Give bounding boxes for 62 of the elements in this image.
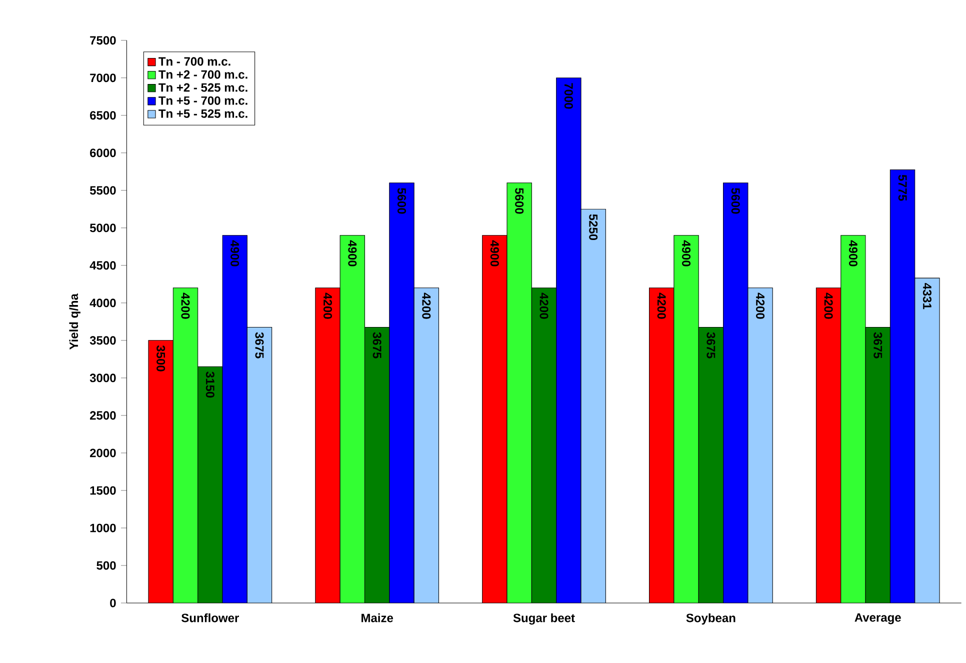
data-label: 3675 bbox=[874, 332, 882, 358]
data-label: 4200 bbox=[181, 292, 190, 319]
bar bbox=[723, 182, 748, 603]
bar bbox=[389, 182, 414, 603]
data-label: 4900 bbox=[490, 240, 499, 266]
data-label: 3150 bbox=[206, 372, 214, 398]
y-tick-label: 6000 bbox=[90, 148, 116, 158]
bar bbox=[364, 327, 390, 603]
data-label: 3500 bbox=[156, 345, 166, 372]
data-label: 4900 bbox=[848, 240, 858, 266]
legend-label: Tn +2 - 525 m.c. bbox=[158, 83, 248, 92]
data-label: 4200 bbox=[657, 292, 666, 319]
data-label: 3675 bbox=[372, 332, 382, 358]
data-label: 4200 bbox=[540, 292, 548, 319]
data-label: 4200 bbox=[323, 292, 332, 319]
data-label: 4900 bbox=[348, 240, 357, 266]
y-tick-label: 0 bbox=[110, 598, 116, 608]
y-axis-title: Yield q/ha bbox=[69, 293, 80, 350]
y-tick-label: 3000 bbox=[90, 374, 116, 382]
y-tick-label: 7500 bbox=[90, 36, 116, 45]
y-tick-label: 500 bbox=[96, 561, 116, 570]
x-tick-label: Maize bbox=[362, 613, 394, 622]
data-label: 3675 bbox=[255, 332, 264, 358]
data-label: 4331 bbox=[922, 282, 932, 310]
data-label: 4900 bbox=[682, 240, 691, 266]
bar bbox=[556, 78, 582, 603]
data-label: 5775 bbox=[898, 174, 907, 201]
bar bbox=[198, 366, 222, 603]
data-label: 5600 bbox=[397, 188, 406, 214]
y-tick-label: 5000 bbox=[90, 224, 116, 232]
data-label: 4200 bbox=[422, 292, 431, 319]
bar bbox=[698, 327, 724, 603]
bar bbox=[890, 169, 916, 603]
x-tick-label: Sugar beet bbox=[513, 613, 575, 625]
legend-label: Tn - 700 m.c. bbox=[158, 57, 230, 66]
legend-label: Tn +2 - 700 m.c. bbox=[158, 70, 248, 79]
x-tick-label: Average bbox=[854, 613, 901, 624]
data-label: 5600 bbox=[515, 188, 524, 214]
bar bbox=[532, 288, 556, 603]
bar bbox=[865, 327, 890, 603]
y-tick-label: 2000 bbox=[90, 448, 116, 458]
x-tick-label: Sunflower bbox=[181, 613, 239, 622]
y-tick-label: 3500 bbox=[90, 336, 116, 345]
y-tick-label: 5500 bbox=[90, 186, 116, 195]
y-tick-label: 1500 bbox=[90, 486, 116, 495]
y-tick-label: 2500 bbox=[90, 411, 116, 420]
y-tick-label: 4000 bbox=[90, 298, 116, 308]
data-label: 4200 bbox=[824, 292, 833, 319]
y-tick-label: 7000 bbox=[90, 74, 116, 82]
legend-label: Tn +5 - 700 m.c. bbox=[158, 96, 248, 105]
y-tick-label: 6500 bbox=[90, 111, 116, 120]
x-tick-label: Soybean bbox=[686, 613, 736, 625]
bar bbox=[222, 235, 248, 603]
y-tick-label: 1000 bbox=[90, 524, 116, 532]
data-label: 7000 bbox=[564, 83, 573, 109]
y-tick-label: 4500 bbox=[90, 261, 116, 270]
legend-label: Tn +5 - 525 m.c. bbox=[158, 109, 248, 118]
data-label: 4200 bbox=[756, 292, 765, 319]
data-label: 3675 bbox=[706, 332, 716, 358]
data-label: 5600 bbox=[731, 188, 740, 214]
data-label: 4900 bbox=[230, 240, 240, 266]
data-label: 5250 bbox=[589, 214, 598, 240]
